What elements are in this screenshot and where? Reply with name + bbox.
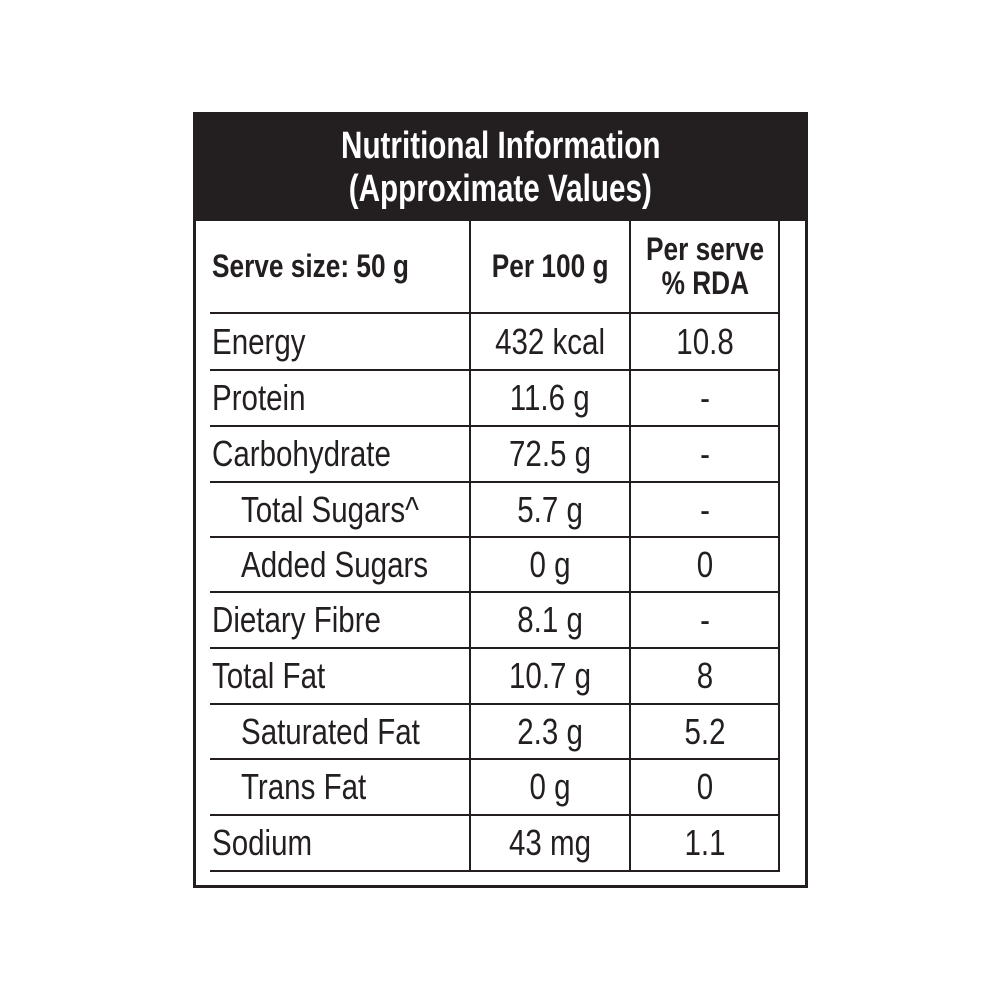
row-divider: [210, 369, 780, 371]
per-100g-value-text: 8.1 g: [517, 599, 583, 640]
header-title: Nutritional Information: [340, 125, 661, 167]
per-100g-value: 10.7 g: [470, 648, 630, 704]
per-100g-header: Per 100 g: [470, 218, 630, 313]
per-100g-value: 43 mg: [470, 815, 630, 871]
per-100g-value: 5.7 g: [470, 482, 630, 537]
rda-value: 0: [630, 759, 780, 815]
nutrient-name-text: Sodium: [212, 822, 313, 863]
per-100g-value: 2.3 g: [470, 704, 630, 759]
per-100g-value-text: 10.7 g: [508, 655, 592, 696]
nutrient-name-text: Carbohydrate: [212, 433, 391, 474]
per-100g-value-text: 432 kcal: [495, 320, 605, 362]
column-divider: [629, 218, 631, 871]
nutrient-name-text: Trans Fat: [241, 766, 367, 807]
row-divider: [210, 536, 780, 538]
rda-value: 10.8: [630, 313, 780, 370]
serve-size-header-text: Serve size: 50 g: [212, 247, 409, 284]
rda-value-text: 10.8: [676, 320, 734, 362]
nutrient-name: Total Fat: [212, 648, 460, 704]
serve-size-header: Serve size: 50 g: [212, 218, 462, 313]
rda-value-text: 0: [696, 766, 714, 807]
rda-value: 0: [630, 537, 780, 592]
nutrient-name: Protein: [212, 370, 460, 426]
nutrient-name: Added Sugars: [241, 537, 460, 592]
nutrient-name: Carbohydrate: [212, 426, 460, 482]
rda-value: -: [630, 482, 780, 537]
nutrient-name: Dietary Fibre: [212, 592, 460, 648]
rda-label: % RDA: [661, 264, 749, 301]
row-divider: [210, 591, 780, 593]
nutrient-name-text: Dietary Fibre: [212, 599, 381, 640]
nutrient-name-text: Protein: [212, 377, 306, 418]
nutrient-name: Trans Fat: [241, 759, 460, 815]
row-divider: [210, 647, 780, 649]
rda-value-text: 8: [696, 655, 714, 696]
rda-value-text: 0: [696, 543, 714, 585]
nutrient-name: Saturated Fat: [241, 704, 460, 759]
rda-value: 1.1: [630, 815, 780, 871]
rda-value-text: -: [700, 377, 710, 418]
rda-value-text: -: [700, 599, 710, 640]
nutrient-name-text: Added Sugars: [241, 543, 429, 585]
row-divider: [210, 425, 780, 427]
nutrient-name-text: Energy: [212, 320, 306, 362]
per-100g-value-text: 0 g: [529, 766, 571, 807]
per-100g-value: 11.6 g: [470, 370, 630, 426]
nutrient-name-text: Total Fat: [212, 655, 326, 696]
rda-value: -: [630, 426, 780, 482]
row-divider: [210, 312, 780, 314]
per-100g-value-text: 11.6 g: [510, 377, 590, 418]
nutrition-header: Nutritional Information (Approximate Val…: [196, 115, 805, 221]
column-divider: [469, 218, 471, 871]
per-serve-rda-header: Per serve% RDA: [630, 218, 780, 313]
rda-value: -: [630, 592, 780, 648]
rda-value: -: [630, 370, 780, 426]
per-100g-value: 72.5 g: [470, 426, 630, 482]
row-divider: [210, 703, 780, 705]
rda-value: 8: [630, 648, 780, 704]
rda-value: 5.2: [630, 704, 780, 759]
per-100g-value-text: 43 mg: [508, 822, 592, 863]
nutrient-name: Energy: [212, 313, 460, 370]
header-subtitle: (Approximate Values): [348, 168, 653, 210]
row-divider: [210, 481, 780, 483]
row-divider: [210, 758, 780, 760]
nutrient-name: Sodium: [212, 815, 460, 871]
per-100g-value: 432 kcal: [470, 313, 630, 370]
column-divider: [778, 218, 780, 872]
rda-value-text: 1.1: [684, 822, 726, 863]
nutrition-facts-panel: Nutritional Information (Approximate Val…: [193, 112, 808, 888]
row-divider: [210, 870, 780, 872]
per-serve-label: Per serve: [645, 230, 765, 267]
nutrient-name-text: Total Sugars^: [241, 488, 419, 530]
per-100g-value-text: 72.5 g: [508, 433, 592, 474]
row-divider: [210, 814, 780, 816]
per-100g-header-text: Per 100 g: [491, 247, 609, 284]
rda-value-text: -: [700, 433, 710, 474]
per-100g-value: 8.1 g: [470, 592, 630, 648]
per-100g-value: 0 g: [470, 537, 630, 592]
nutrient-name-text: Saturated Fat: [241, 710, 420, 752]
per-100g-value: 0 g: [470, 759, 630, 815]
nutrient-name: Total Sugars^: [241, 482, 460, 537]
rda-value-text: -: [700, 488, 710, 530]
per-100g-value-text: 5.7 g: [517, 488, 583, 530]
per-100g-value-text: 0 g: [529, 543, 571, 585]
rda-value-text: 5.2: [684, 710, 726, 752]
per-100g-value-text: 2.3 g: [517, 710, 583, 752]
